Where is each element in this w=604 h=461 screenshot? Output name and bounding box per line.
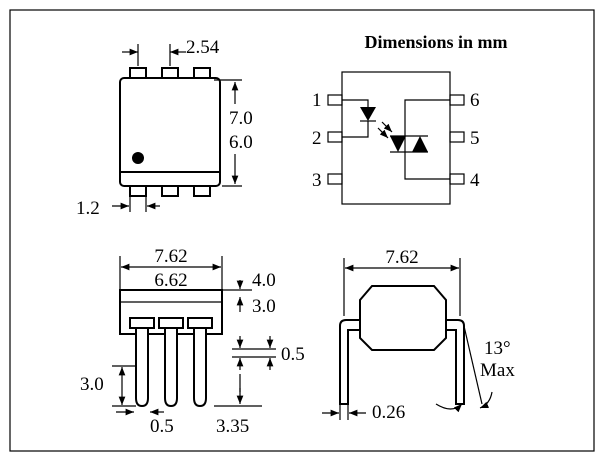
pin-number: 5 <box>470 128 480 149</box>
end-view: 7.62 0.26 13° Max <box>322 247 515 423</box>
angle-label: 13° <box>484 338 511 359</box>
schematic: 1 2 3 6 5 4 <box>312 71 480 205</box>
frame-border <box>9 9 595 452</box>
width-outer-label: 7.62 <box>154 246 187 267</box>
lead-length-label: 3.0 <box>80 374 104 395</box>
top-height-max-label: 4.0 <box>252 270 276 291</box>
pin-number: 1 <box>312 90 322 111</box>
lead-width-label: 0.5 <box>150 416 174 437</box>
triac-diode-icon <box>390 136 406 152</box>
pin-stub <box>327 173 343 185</box>
pin-number: 6 <box>470 90 480 111</box>
top-pin <box>193 67 211 79</box>
pin-number: 3 <box>312 170 322 191</box>
shoulder-label: 0.5 <box>281 344 305 365</box>
angle-arc <box>435 403 463 413</box>
output-wire <box>404 99 450 144</box>
light-arrow-icon <box>377 127 389 139</box>
pin-number: 4 <box>470 170 480 191</box>
height-outer-label: 7.0 <box>229 108 253 129</box>
pin-stub <box>449 131 465 143</box>
end-body <box>359 285 447 351</box>
bottom-pin <box>161 185 179 197</box>
lead <box>164 321 178 408</box>
triac-diode-icon <box>412 136 428 152</box>
seated-height-label: 3.35 <box>216 416 249 437</box>
top-pin <box>161 67 179 79</box>
package-body <box>119 77 221 187</box>
led-diode-icon <box>360 107 376 121</box>
title: Dimensions in mm <box>364 32 507 52</box>
angle-line <box>463 325 483 405</box>
lead-span-label: 7.62 <box>385 247 418 268</box>
lead-shoulder <box>158 317 184 329</box>
pin-stub <box>327 94 343 106</box>
lead <box>193 321 207 408</box>
output-wire <box>404 144 450 180</box>
pin-stub <box>327 131 343 143</box>
lead-shoulder <box>187 317 213 329</box>
lead-shoulder <box>129 317 155 329</box>
light-arrow-icon <box>381 121 393 133</box>
side-view: 7.62 6.62 4.0 3.0 0.5 3.0 <box>80 246 305 437</box>
pin-stub <box>449 173 465 185</box>
end-lead <box>445 319 465 405</box>
pin-width-label: 1.2 <box>76 198 100 219</box>
lead-thickness-label: 0.26 <box>372 402 405 423</box>
top-view: 2.54 7.0 6.0 1.2 <box>76 37 253 219</box>
pin-number: 2 <box>312 128 322 149</box>
angle-arc <box>479 391 493 409</box>
angle-note-label: Max <box>480 360 515 381</box>
bottom-pin <box>129 185 147 197</box>
width-inner-label: 6.62 <box>154 270 187 291</box>
top-height-min-label: 3.0 <box>252 296 276 317</box>
pin-stub <box>449 94 465 106</box>
bottom-pin <box>193 185 211 197</box>
lead <box>135 321 149 408</box>
led-wire <box>342 121 369 138</box>
end-lead <box>339 319 361 405</box>
pitch-label: 2.54 <box>186 37 220 58</box>
height-inner-label: 6.0 <box>229 132 253 153</box>
top-pin <box>129 67 147 79</box>
led-wire <box>342 99 369 107</box>
pin1-dot <box>132 152 144 164</box>
